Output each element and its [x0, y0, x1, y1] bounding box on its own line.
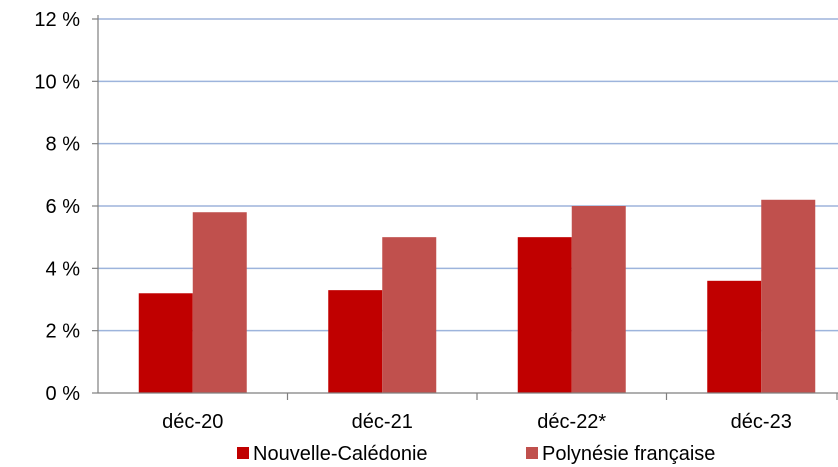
bar	[382, 237, 437, 393]
x-tick-labels: déc-20 déc-21 déc-22* déc-23	[162, 411, 792, 433]
x-tick-label: déc-21	[352, 411, 413, 433]
bar	[707, 280, 762, 393]
axes	[92, 15, 838, 400]
legend-label: Nouvelle-Calédonie	[253, 443, 428, 465]
legend-label: Polynésie française	[542, 443, 715, 465]
bar	[517, 237, 572, 393]
bar	[328, 290, 383, 393]
x-tick-label: déc-22*	[537, 411, 606, 433]
bar	[192, 212, 247, 393]
bar	[761, 199, 816, 393]
y-tick-label: 0 %	[46, 383, 81, 405]
legend: Nouvelle-Calédonie Polynésie française	[237, 443, 715, 465]
y-tick-label: 2 %	[46, 321, 81, 343]
bar	[138, 293, 193, 393]
x-tick-label: déc-23	[731, 411, 792, 433]
y-tick-label: 10 %	[34, 71, 80, 93]
legend-swatch	[526, 447, 538, 459]
y-tick-label: 8 %	[46, 134, 81, 156]
bars	[138, 199, 816, 393]
y-tick-label: 4 %	[46, 258, 81, 280]
bar	[571, 206, 626, 393]
y-tick-label: 6 %	[46, 196, 81, 218]
legend-swatch	[237, 447, 249, 459]
y-tick-labels: 0 % 2 % 4 % 6 % 8 % 10 % 12 %	[34, 9, 80, 405]
x-tick-label: déc-20	[162, 411, 223, 433]
y-tick-label: 12 %	[34, 9, 80, 31]
